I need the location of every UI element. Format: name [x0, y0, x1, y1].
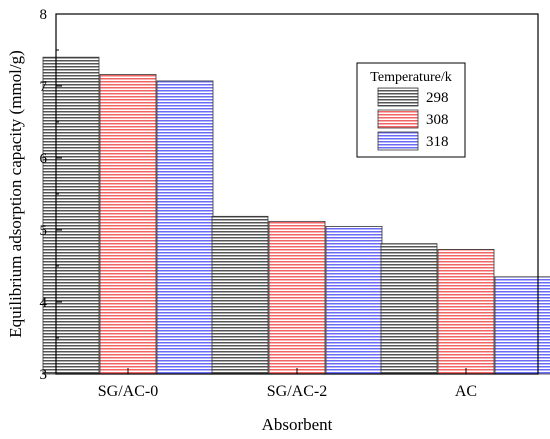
y-axis-label: Equilibrium adsorption capacity (mmol/g) — [6, 50, 25, 338]
bars-group — [42, 56, 550, 375]
legend: Temperature/k 298 308 318 — [356, 62, 466, 158]
y-tick-label: 7 — [40, 79, 48, 95]
bar-318-SG/AC-2 — [325, 225, 383, 375]
bar-318-AC — [494, 276, 550, 375]
y-tick-label: 5 — [40, 223, 48, 239]
x-axis: SG/AC-0 SG/AC-2 AC — [98, 368, 477, 400]
bar-298-SG/AC-2 — [211, 215, 269, 375]
y-tick-label: 3 — [40, 367, 48, 383]
legend-title: Temperature/k — [370, 70, 451, 85]
bar-298-SG/AC-0 — [42, 56, 100, 375]
legend-swatch-308 — [377, 109, 419, 129]
x-tick-label: SG/AC-0 — [98, 383, 158, 400]
x-tick-label: SG/AC-2 — [267, 383, 327, 400]
y-axis: 3 4 5 6 7 8 — [40, 7, 62, 383]
y-tick-label: 8 — [40, 7, 48, 23]
legend-label-308: 308 — [426, 112, 449, 128]
legend-label-318: 318 — [426, 134, 449, 150]
bar-308-AC — [437, 249, 495, 375]
y-tick-label: 6 — [40, 151, 48, 167]
legend-items: 298 308 318 — [377, 87, 449, 151]
y-tick-label: 4 — [40, 295, 48, 311]
x-tick-label: AC — [455, 383, 477, 400]
legend-swatch-298 — [377, 87, 419, 107]
x-axis-label: Absorbent — [262, 415, 333, 434]
bar-318-SG/AC-0 — [156, 80, 214, 375]
legend-swatch-318 — [377, 131, 419, 151]
bar-298-AC — [380, 243, 438, 375]
bar-308-SG/AC-2 — [268, 220, 326, 375]
legend-label-298: 298 — [426, 90, 449, 106]
bar-308-SG/AC-0 — [99, 74, 157, 375]
